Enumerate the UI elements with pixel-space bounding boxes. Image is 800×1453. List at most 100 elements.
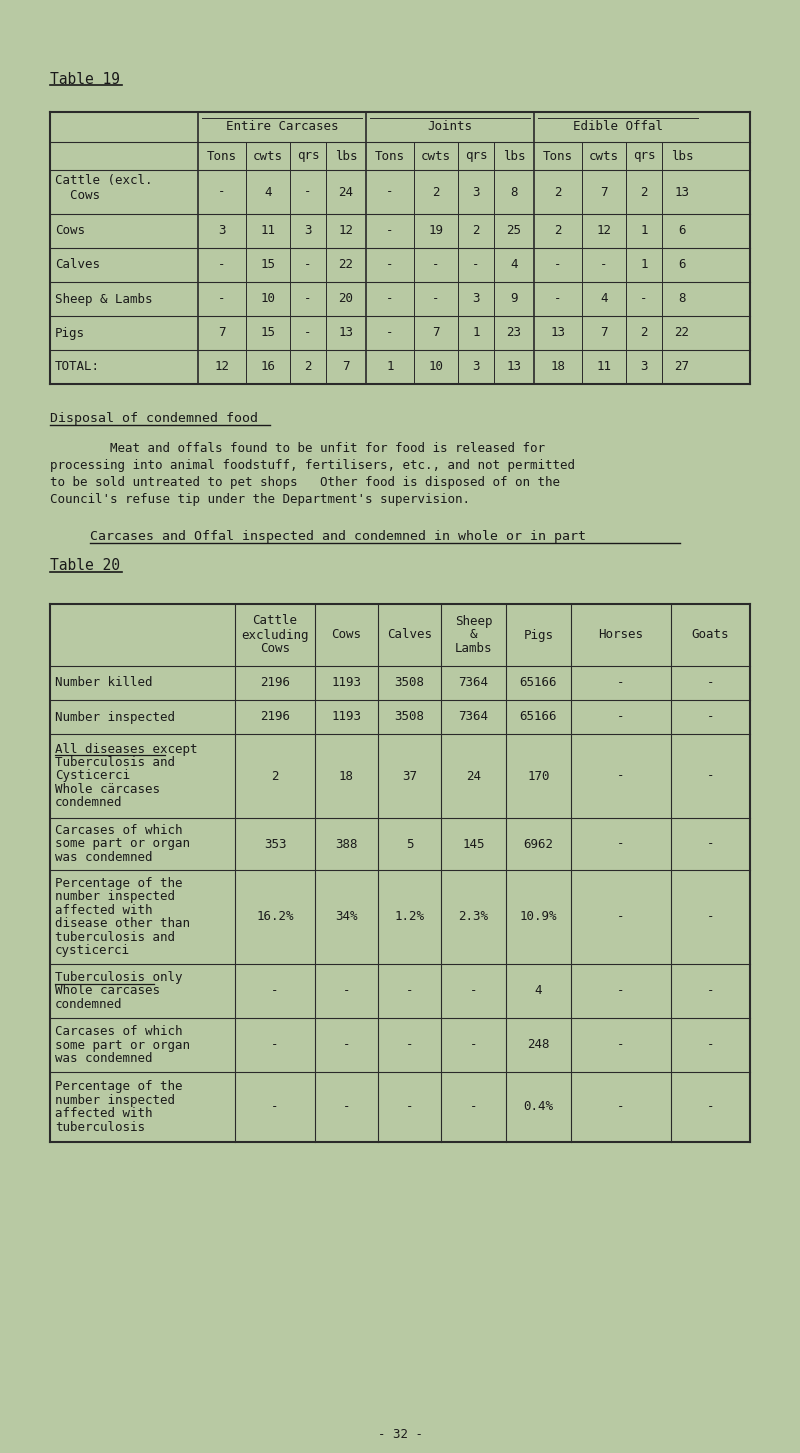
Text: number inspected: number inspected	[55, 891, 175, 904]
Text: 3: 3	[304, 225, 312, 237]
Text: Tons: Tons	[375, 150, 405, 163]
Text: 1193: 1193	[331, 711, 362, 724]
Text: 1: 1	[640, 259, 648, 272]
Text: lbs: lbs	[502, 150, 526, 163]
Text: 0.4%: 0.4%	[523, 1100, 554, 1113]
Text: 388: 388	[335, 837, 358, 850]
Text: cwts: cwts	[589, 150, 619, 163]
Text: Horses: Horses	[598, 629, 643, 642]
Text: Entire Carcases: Entire Carcases	[226, 121, 338, 134]
Text: 7: 7	[600, 186, 608, 199]
Text: -: -	[470, 985, 478, 998]
Text: -: -	[432, 259, 440, 272]
Text: 24: 24	[338, 186, 354, 199]
Text: 3508: 3508	[394, 677, 425, 690]
Text: Lambs: Lambs	[454, 642, 492, 655]
Text: -: -	[218, 259, 226, 272]
Text: 2.3%: 2.3%	[458, 911, 489, 924]
Text: tuberculosis and: tuberculosis and	[55, 931, 175, 944]
Text: 22: 22	[674, 327, 690, 340]
Text: condemned: condemned	[55, 796, 122, 809]
Text: 7364: 7364	[458, 677, 489, 690]
Text: Whole carcases: Whole carcases	[55, 985, 160, 998]
Text: 1.2%: 1.2%	[394, 911, 425, 924]
Text: 24: 24	[466, 770, 481, 783]
Text: 7: 7	[600, 327, 608, 340]
Text: -: -	[406, 1039, 414, 1052]
Text: 7: 7	[432, 327, 440, 340]
Text: 2196: 2196	[260, 711, 290, 724]
Text: -: -	[386, 225, 394, 237]
Text: 10.9%: 10.9%	[520, 911, 558, 924]
Text: Cows: Cows	[260, 642, 290, 655]
Text: -: -	[618, 1100, 625, 1113]
Text: -: -	[342, 1039, 350, 1052]
Text: 8: 8	[678, 292, 686, 305]
Text: 7: 7	[218, 327, 226, 340]
Text: 11: 11	[597, 360, 611, 373]
Text: -: -	[271, 985, 278, 998]
Text: Cows: Cows	[55, 189, 100, 202]
Text: 65166: 65166	[520, 711, 558, 724]
Text: 9: 9	[510, 292, 518, 305]
Text: 170: 170	[527, 770, 550, 783]
Text: 353: 353	[264, 837, 286, 850]
Text: -: -	[554, 259, 562, 272]
Text: Number killed: Number killed	[55, 677, 153, 690]
Text: 13: 13	[338, 327, 354, 340]
Text: number inspected: number inspected	[55, 1094, 175, 1107]
Text: 6: 6	[678, 225, 686, 237]
Text: Tuberculosis only: Tuberculosis only	[55, 971, 182, 984]
Text: -: -	[618, 837, 625, 850]
Text: Carcases and Offal inspected and condemned in whole or in part: Carcases and Offal inspected and condemn…	[90, 530, 586, 543]
Text: Table 20: Table 20	[50, 558, 120, 572]
Text: Sheep & Lambs: Sheep & Lambs	[55, 292, 153, 305]
Text: Number inspected: Number inspected	[55, 711, 175, 724]
Text: -: -	[304, 327, 312, 340]
Text: -: -	[470, 1100, 478, 1113]
Text: Whole cärcases: Whole cärcases	[55, 783, 160, 796]
Text: some part or organ: some part or organ	[55, 837, 190, 850]
Text: Percentage of the: Percentage of the	[55, 876, 182, 889]
Text: excluding: excluding	[242, 629, 309, 642]
Text: 2196: 2196	[260, 677, 290, 690]
Text: 1: 1	[472, 327, 480, 340]
Text: 2: 2	[640, 186, 648, 199]
Text: 12: 12	[214, 360, 230, 373]
Text: TOTAL:: TOTAL:	[55, 360, 100, 373]
Text: 10: 10	[261, 292, 275, 305]
Text: some part or organ: some part or organ	[55, 1039, 190, 1052]
Text: Cows: Cows	[55, 225, 85, 237]
Text: Carcases of which: Carcases of which	[55, 1024, 182, 1037]
Text: lbs: lbs	[334, 150, 358, 163]
Text: 65166: 65166	[520, 677, 558, 690]
Text: 15: 15	[261, 327, 275, 340]
Text: 34%: 34%	[335, 911, 358, 924]
Text: 11: 11	[261, 225, 275, 237]
Text: 2: 2	[271, 770, 278, 783]
Text: -: -	[706, 985, 714, 998]
Text: -: -	[706, 1100, 714, 1113]
Text: Sheep: Sheep	[454, 615, 492, 628]
Text: 248: 248	[527, 1039, 550, 1052]
Text: 2: 2	[472, 225, 480, 237]
Text: 15: 15	[261, 259, 275, 272]
Text: Pigs: Pigs	[55, 327, 85, 340]
Text: 4: 4	[510, 259, 518, 272]
Text: 22: 22	[338, 259, 354, 272]
Text: -: -	[706, 770, 714, 783]
Text: 25: 25	[506, 225, 522, 237]
Text: Cysticerci: Cysticerci	[55, 770, 130, 783]
Text: Meat and offals found to be unfit for food is released for: Meat and offals found to be unfit for fo…	[50, 442, 545, 455]
Text: -: -	[386, 292, 394, 305]
Text: -: -	[271, 1100, 278, 1113]
Text: -: -	[304, 259, 312, 272]
Text: qrs: qrs	[297, 150, 319, 163]
Text: 3508: 3508	[394, 711, 425, 724]
Text: All diseases except: All diseases except	[55, 742, 198, 756]
Text: -: -	[618, 1039, 625, 1052]
Text: Edible Offal: Edible Offal	[573, 121, 663, 134]
Text: 2: 2	[554, 186, 562, 199]
Text: 3: 3	[472, 360, 480, 373]
Text: - 32 -: - 32 -	[378, 1428, 422, 1441]
